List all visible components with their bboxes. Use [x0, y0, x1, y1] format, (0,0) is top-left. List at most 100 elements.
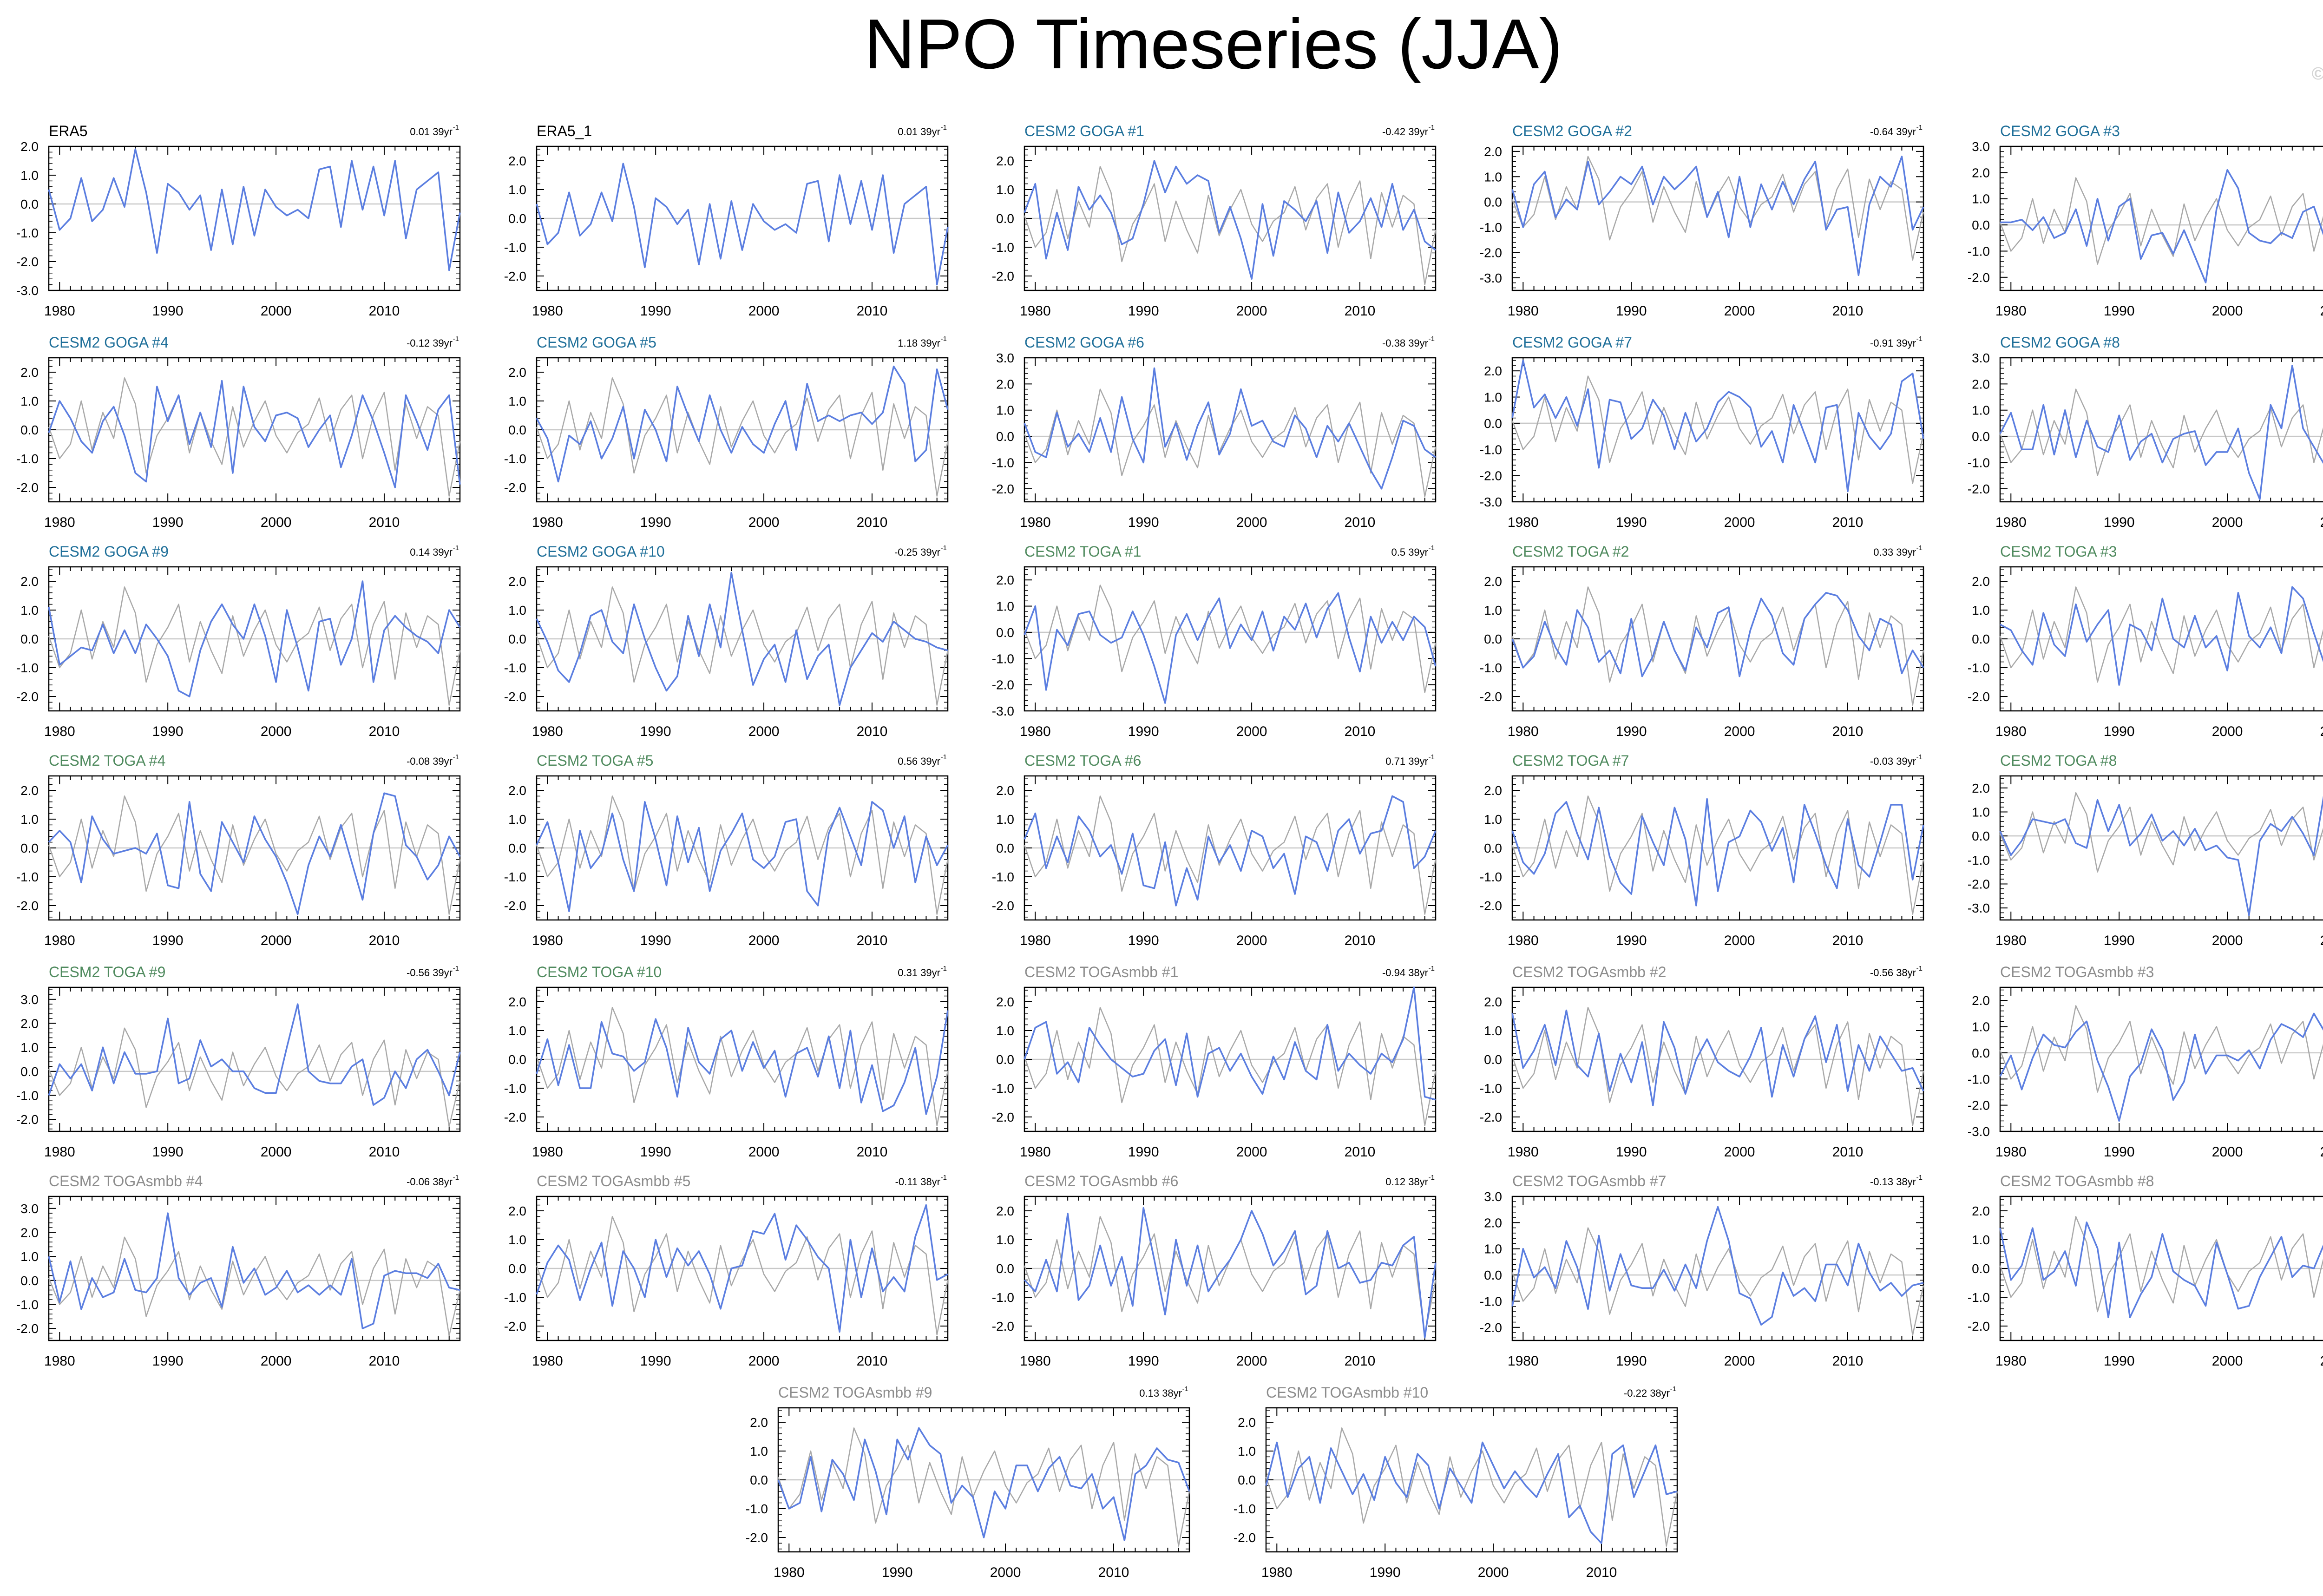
- y-tick-label: 2.0: [20, 783, 39, 798]
- panel: 1980 1990 2000 2010 -3.0 -2.0 -1.0 0.0 1.0 2.0 CES…: [1480, 123, 1924, 319]
- reference-series-line: [1511, 795, 1924, 915]
- x-tick-label: 1980: [1020, 724, 1051, 739]
- x-tick-label: 2000: [1724, 1353, 1755, 1369]
- panel: 1980 1990 2000 2010 -2.0 -1.0 0.0 1.0 2.0 CESM2 T…: [1480, 543, 1924, 739]
- y-tick-label: 1.0: [996, 183, 1014, 197]
- y-tick-label: 0.0: [508, 423, 526, 437]
- trend-exponent: -1: [941, 335, 947, 343]
- reference-series-line: [1024, 795, 1437, 915]
- y-tick-label: 1.0: [1972, 192, 1990, 206]
- y-tick-label: -2.0: [16, 899, 39, 913]
- x-tick-label: 2000: [1724, 1144, 1755, 1160]
- y-tick-label: -2.0: [1968, 1098, 1990, 1113]
- y-tick-label: 2.0: [20, 1017, 39, 1031]
- y-tick-label: 1.0: [20, 1040, 39, 1055]
- y-tick-label: -1.0: [16, 1089, 39, 1103]
- y-tick-label: 1.0: [1972, 1020, 1990, 1034]
- reference-series-line: [48, 586, 461, 706]
- y-tick-label: -1.0: [16, 661, 39, 675]
- trend-exponent: -1: [1429, 965, 1435, 972]
- x-tick-label: 2000: [261, 1144, 292, 1160]
- panel-title: CESM2 TOGAsmbb #6: [1024, 1173, 1178, 1189]
- y-tick-label: 0.0: [996, 211, 1014, 226]
- x-tick-label: 1980: [1020, 1353, 1051, 1369]
- panel: 1980 1990 2000 2010 -2.0 -1.0 0.0 1.0 2.0 CESM2 T…: [992, 964, 1437, 1160]
- y-tick-label: -1.0: [1968, 853, 1990, 867]
- y-tick-label: 0.0: [508, 632, 526, 646]
- y-tick-label: 1.0: [20, 1249, 39, 1264]
- y-tick-label: 3.0: [1972, 351, 1990, 365]
- y-tick-label: 2.0: [20, 574, 39, 589]
- x-tick-label: 1980: [1020, 933, 1051, 948]
- reference-series-line: [1511, 375, 1924, 484]
- y-tick-label: 0.0: [1972, 1046, 1990, 1060]
- x-tick-label: 2000: [2212, 724, 2243, 739]
- panel-title: CESM2 GOGA #10: [537, 543, 665, 560]
- trend-label: -0.12 39yr: [407, 337, 453, 349]
- reference-series-line: [536, 377, 949, 497]
- x-tick-label: 1980: [532, 1353, 563, 1369]
- x-tick-label: 1980: [1995, 933, 2027, 948]
- panel: 1980 1990 2000 2010 -2.0 -1.0 0.0 1.0 2.0 3.0 CESM…: [1480, 1173, 1924, 1369]
- plot-frame: [48, 145, 461, 291]
- x-tick-label: 1980: [1508, 933, 1539, 948]
- x-tick-label: 2000: [748, 933, 780, 948]
- x-tick-label: 1980: [44, 933, 75, 948]
- trend-exponent: -1: [1916, 965, 1923, 972]
- y-tick-label: 2.0: [1484, 995, 1502, 1009]
- y-tick-label: 0.0: [20, 197, 39, 211]
- y-tick-label: 0.0: [1972, 218, 1990, 232]
- panel: 1980 1990 2000 2010 -2.0 -1.0 0.0 1.0 2.0 CESM2 G…: [504, 543, 949, 739]
- x-tick-label: 2000: [1236, 303, 1267, 319]
- panel-series-line: [2000, 586, 2323, 686]
- x-tick-label: 1980: [1995, 515, 2027, 530]
- trend-label: -0.13 38yr: [1870, 1176, 1916, 1188]
- y-tick-label: -1.0: [992, 870, 1014, 884]
- x-tick-label: 1990: [152, 1353, 184, 1369]
- x-tick-label: 2000: [261, 724, 292, 739]
- y-tick-label: 0.0: [996, 625, 1014, 640]
- panel-series-line: [48, 380, 461, 488]
- y-tick-label: -2.0: [1480, 1110, 1502, 1124]
- x-tick-label: 1980: [532, 515, 563, 530]
- y-tick-label: 2.0: [996, 154, 1014, 168]
- y-tick-label: -2.0: [504, 899, 526, 913]
- x-tick-label: 1980: [1020, 303, 1051, 319]
- y-tick-label: 1.0: [996, 1024, 1014, 1038]
- y-tick-label: -3.0: [992, 704, 1014, 718]
- x-tick-label: 1980: [44, 303, 75, 319]
- panel-title: CESM2 GOGA #8: [2000, 334, 2120, 351]
- y-tick-label: 0.0: [1484, 195, 1502, 210]
- x-tick-label: 2000: [1236, 933, 1267, 948]
- y-tick-label: 2.0: [20, 1226, 39, 1240]
- x-tick-label: 2010: [1345, 724, 1376, 739]
- x-tick-label: 2010: [2320, 1144, 2323, 1160]
- panel-series-line: [1511, 1206, 1924, 1326]
- panel-series-line: [48, 148, 461, 271]
- y-tick-label: 1.0: [996, 812, 1014, 827]
- panel: 1980 1990 2000 2010 -2.0 -1.0 0.0 1.0 2.0 CESM2 T…: [746, 1384, 1190, 1580]
- x-tick-label: 2010: [369, 724, 400, 739]
- x-tick-label: 1980: [774, 1565, 805, 1580]
- x-tick-label: 1990: [152, 724, 184, 739]
- y-tick-label: 3.0: [1972, 139, 1990, 154]
- y-tick-label: 2.0: [508, 1204, 526, 1218]
- trend-exponent: -1: [1916, 124, 1923, 131]
- panel-title: CESM2 TOGA #2: [1512, 543, 1629, 560]
- panel-series-line: [48, 1003, 461, 1106]
- y-tick-label: 0.0: [1484, 1268, 1502, 1282]
- panel-series-line: [48, 580, 461, 697]
- panel-series-line: [1511, 798, 1924, 906]
- reference-series-line: [48, 1027, 461, 1127]
- y-tick-label: 0.0: [20, 1274, 39, 1288]
- x-tick-label: 2010: [857, 724, 888, 739]
- x-tick-label: 1990: [2104, 724, 2135, 739]
- panel-series-line: [1999, 795, 2323, 916]
- y-tick-label: 0.0: [1972, 429, 1990, 444]
- x-tick-label: 2010: [1832, 1353, 1864, 1369]
- reference-series-line: [536, 1216, 949, 1335]
- x-tick-label: 2010: [1832, 515, 1864, 530]
- panel: 1980 1990 2000 2010 -2.0 -1.0 0.0 1.0 2.0 CESM2 T…: [1480, 752, 1924, 948]
- panel: 1980 1990 2000 2010 -3.0 -2.0 -1.0 0.0 1.0 2.0 CES…: [1968, 964, 2323, 1160]
- trend-exponent: -1: [1429, 753, 1435, 761]
